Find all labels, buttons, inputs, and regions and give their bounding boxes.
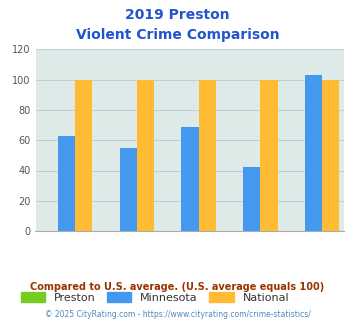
Text: © 2025 CityRating.com - https://www.cityrating.com/crime-statistics/: © 2025 CityRating.com - https://www.city… xyxy=(45,310,310,319)
Bar xyxy=(58,136,75,231)
Bar xyxy=(198,80,216,231)
Bar xyxy=(75,80,92,231)
Bar xyxy=(137,80,154,231)
Bar xyxy=(181,127,198,231)
Bar xyxy=(322,80,339,231)
Text: Violent Crime Comparison: Violent Crime Comparison xyxy=(76,28,279,42)
Bar xyxy=(260,80,278,231)
Bar xyxy=(305,75,322,231)
Text: Compared to U.S. average. (U.S. average equals 100): Compared to U.S. average. (U.S. average … xyxy=(31,282,324,292)
Bar xyxy=(243,167,260,231)
Legend: Preston, Minnesota, National: Preston, Minnesota, National xyxy=(16,287,294,307)
Bar xyxy=(120,148,137,231)
Text: 2019 Preston: 2019 Preston xyxy=(125,8,230,22)
